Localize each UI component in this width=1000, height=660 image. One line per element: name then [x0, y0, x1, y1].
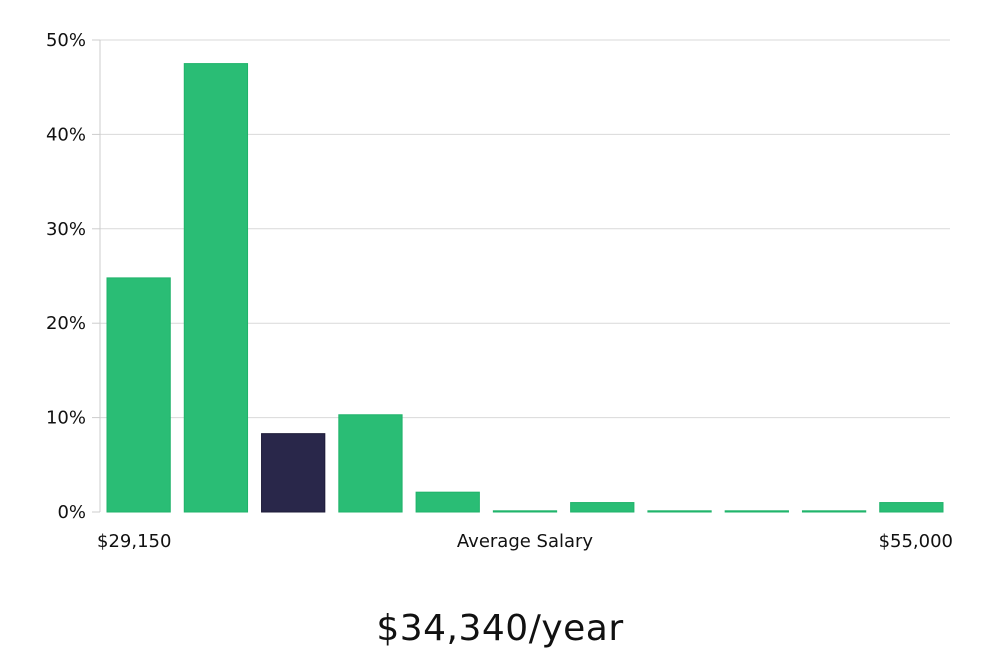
y-tick-label: 20%: [46, 313, 86, 334]
bar: [338, 414, 403, 513]
bar: [647, 510, 712, 513]
y-tick-label: 0%: [57, 502, 86, 523]
x-axis-end-label: $55,000: [879, 531, 953, 552]
bar: [879, 502, 944, 513]
bar: [801, 510, 867, 513]
x-axis-title: Average Salary: [457, 531, 594, 552]
y-tick-label: 10%: [46, 408, 86, 429]
y-axis-ticks: 0% 10% 20% 30% 40% 50%: [46, 30, 100, 523]
bar: [492, 510, 558, 513]
bar: [183, 63, 249, 513]
bar: [415, 491, 480, 513]
bar: [724, 510, 789, 513]
y-tick-label: 50%: [46, 30, 86, 51]
bar: [106, 277, 171, 513]
bar-highlighted: [261, 433, 326, 513]
x-axis-start-label: $29,150: [97, 531, 171, 552]
average-salary-value: $34,340/year: [376, 608, 624, 649]
salary-histogram: 0% 10% 20% 30% 40% 50% $29,150 Average Salary…: [46, 30, 953, 552]
bars: [106, 63, 944, 513]
bar: [570, 502, 635, 513]
y-tick-label: 30%: [46, 219, 86, 240]
y-tick-label: 40%: [46, 124, 86, 145]
